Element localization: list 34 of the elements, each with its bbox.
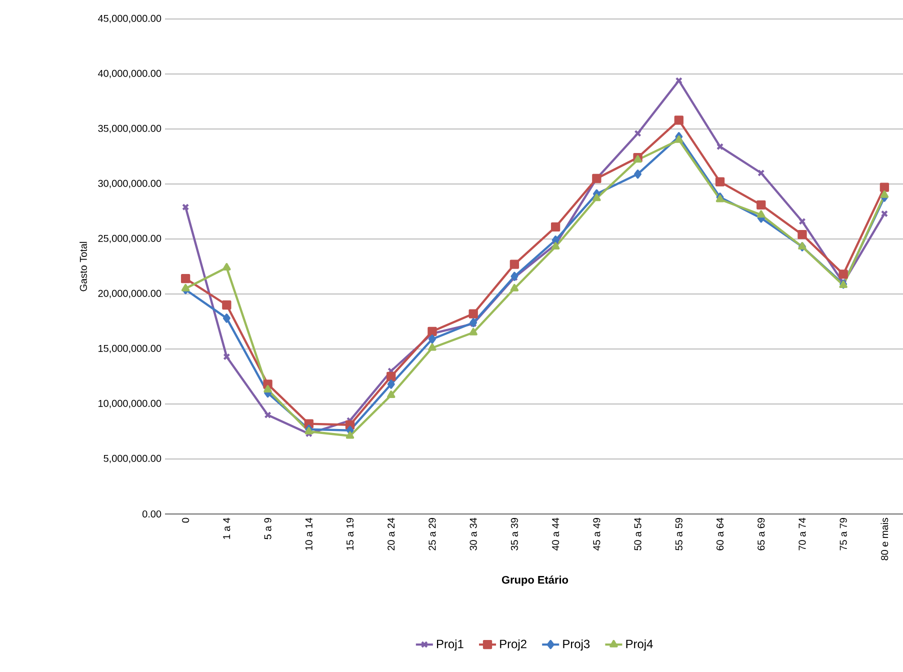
y-tick-label: 15,000,000.00	[98, 344, 162, 354]
x-tick-label: 80 e mais	[880, 518, 888, 560]
y-tick-label: 35,000,000.00	[98, 124, 162, 134]
legend-label: Proj2	[500, 639, 526, 651]
legend-label: Proj3	[563, 639, 590, 651]
y-tick-label: 0.00	[142, 510, 162, 518]
x-tick-label: 65 a 69	[758, 518, 765, 550]
x-tick-label: 25 a 29	[428, 518, 436, 550]
x-tick-label: 5 a 9	[264, 518, 272, 540]
x-tick-label: 50 a 54	[634, 518, 642, 550]
x-tick-label: 55 a 59	[675, 518, 682, 550]
y-tick-label: 45,000,000.00	[98, 14, 162, 24]
x-tick-label: 15 a 19	[346, 518, 354, 550]
y-tick-label: 25,000,000.00	[98, 234, 162, 244]
y-tick-label: 40,000,000.00	[98, 70, 162, 78]
y-axis-title: Gasto Total	[80, 242, 87, 292]
x-tick-label: 70 a 74	[798, 518, 806, 550]
x-tick-label: 45 a 49	[593, 518, 600, 551]
x-tick-label: 40 a 44	[552, 518, 560, 551]
x-tick-label: 60 a 64	[716, 518, 724, 550]
y-tick-label: 5,000,000.00	[104, 454, 162, 464]
y-tick-label: 30,000,000.00	[98, 180, 162, 188]
x-tick-label: 35 a 39	[510, 518, 518, 550]
x-axis-title: Grupo Etário	[502, 576, 568, 586]
x-tick-label: 0	[182, 518, 190, 523]
legend-label: Proj4	[626, 639, 653, 651]
x-tick-label: 30 a 34	[470, 518, 477, 550]
y-tick-label: 20,000,000.00	[98, 290, 162, 298]
y-tick-label: 10,000,000.00	[98, 400, 162, 408]
x-tick-label: 20 a 24	[388, 518, 395, 550]
x-tick-label: 75 a 79	[840, 518, 847, 550]
x-tick-label: 1 a 4	[223, 518, 230, 539]
legend-label: Proj1	[436, 639, 464, 651]
x-tick-label: 10 a 14	[305, 518, 312, 550]
